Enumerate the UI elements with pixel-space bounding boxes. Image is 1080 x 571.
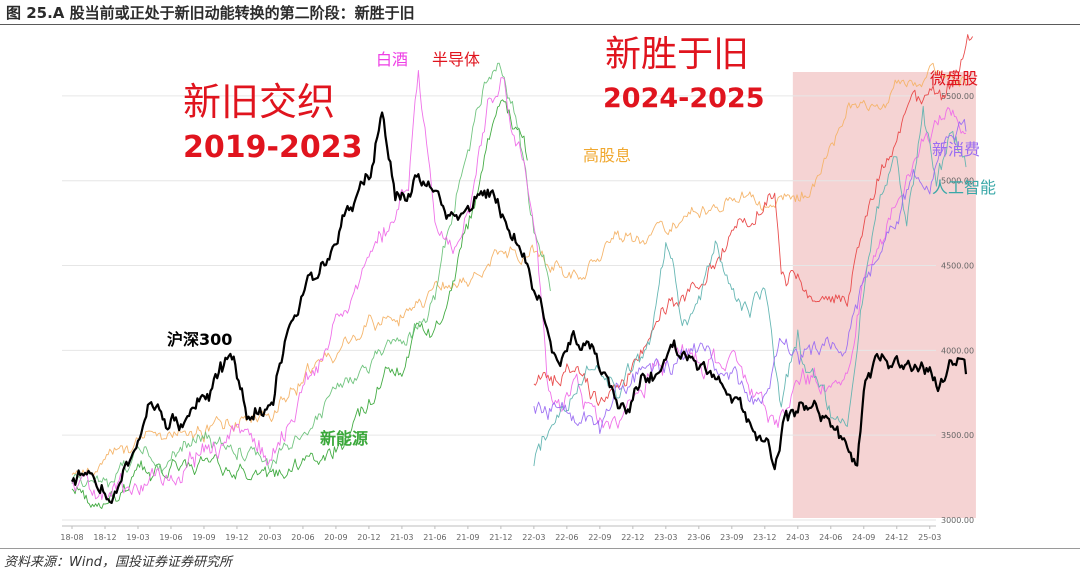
label-new-consumption: 新消费: [932, 140, 980, 159]
series-line-micro-cap: [533, 34, 973, 406]
x-tick-label: 22-03: [522, 533, 545, 542]
series-line-new-energy: [71, 99, 528, 509]
y-tick-label: 3000.00: [941, 516, 974, 525]
annotation-old-new-title: 新旧交织: [183, 80, 335, 124]
series-line-new-consumption: [533, 118, 967, 435]
x-tick-label: 21-09: [456, 533, 479, 542]
x-tick-label: 18-12: [93, 533, 116, 542]
x-tick-label: 20-03: [258, 533, 281, 542]
x-tick-label: 24-03: [786, 533, 809, 542]
gridlines: [62, 95, 936, 521]
annotation-layer: 新旧交织 2019-2023 新胜于旧 2024-2025 沪深300 白酒 半…: [167, 34, 996, 448]
x-tick-label: 22-12: [621, 533, 644, 542]
highlight-region-2024-2025: [792, 72, 976, 518]
x-tick-label: 19-12: [225, 533, 248, 542]
annotation-old-new-years: 2019-2023: [183, 130, 362, 165]
annotation-new-beats-old-years: 2024-2025: [603, 83, 765, 114]
series-line-ai: [533, 105, 967, 467]
x-tick-label: 23-03: [654, 533, 677, 542]
axes: 3000.00 3500.00 4000.00 4500.00 5000.00 5500.…: [60, 92, 974, 542]
x-tick-label: 24-09: [852, 533, 875, 542]
x-tick-label: 18-08: [60, 533, 83, 542]
label-new-energy: 新能源: [320, 429, 368, 448]
label-hs300: 沪深300: [167, 330, 232, 349]
x-tick-label: 22-09: [588, 533, 611, 542]
x-tick-label: 21-12: [489, 533, 512, 542]
label-high-dividend: 高股息: [583, 146, 631, 165]
figure-title: 图 25.A 股当前或正处于新旧动能转换的第二阶段：新胜于旧: [6, 4, 415, 22]
y-tick-label: 4000.00: [941, 346, 974, 355]
x-tick-label: 19-09: [192, 533, 215, 542]
x-tick-label: 21-03: [390, 533, 413, 542]
series-line-hs300: [71, 111, 968, 504]
label-ai: 人工智能: [932, 178, 996, 197]
x-tick-label: 23-06: [687, 533, 710, 542]
y-tick-label: 5000.00: [941, 177, 974, 186]
x-tick-label: 19-06: [159, 533, 182, 542]
label-micro-cap: 微盘股: [930, 69, 978, 88]
x-tick-label: 22-06: [555, 533, 578, 542]
series-layer: [71, 34, 973, 509]
x-tick-label: 24-12: [885, 533, 908, 542]
source-note: 资料来源：Wind，国投证券证券研究所: [4, 555, 232, 570]
annotation-new-beats-old-title: 新胜于旧: [605, 34, 749, 75]
x-tick-label: 20-09: [324, 533, 347, 542]
x-tick-label: 19-03: [126, 533, 149, 542]
x-tick-label: 20-12: [357, 533, 380, 542]
x-tick-label: 23-09: [720, 533, 743, 542]
y-tick-label: 5500.00: [941, 92, 974, 101]
title-divider: [0, 24, 1080, 25]
label-semiconductor: 半导体: [432, 50, 480, 69]
series-line-high-dividend: [71, 62, 967, 476]
x-tick-label: 21-06: [423, 533, 446, 542]
x-tick-label: 23-12: [753, 533, 776, 542]
x-tick-label: 20-06: [291, 533, 314, 542]
y-tick-label: 3500.00: [941, 431, 974, 440]
source-divider: [0, 548, 1080, 549]
highlight-region-layer: [792, 72, 976, 518]
series-line-semiconductor: [71, 62, 551, 488]
line-chart: 3000.00 3500.00 4000.00 4500.00 5000.00 5500.…: [60, 34, 996, 542]
x-tick-label: 24-06: [819, 533, 842, 542]
x-tick-label: 25-03: [918, 533, 941, 542]
y-tick-label: 4500.00: [941, 262, 974, 271]
label-liquor: 白酒: [376, 50, 408, 69]
